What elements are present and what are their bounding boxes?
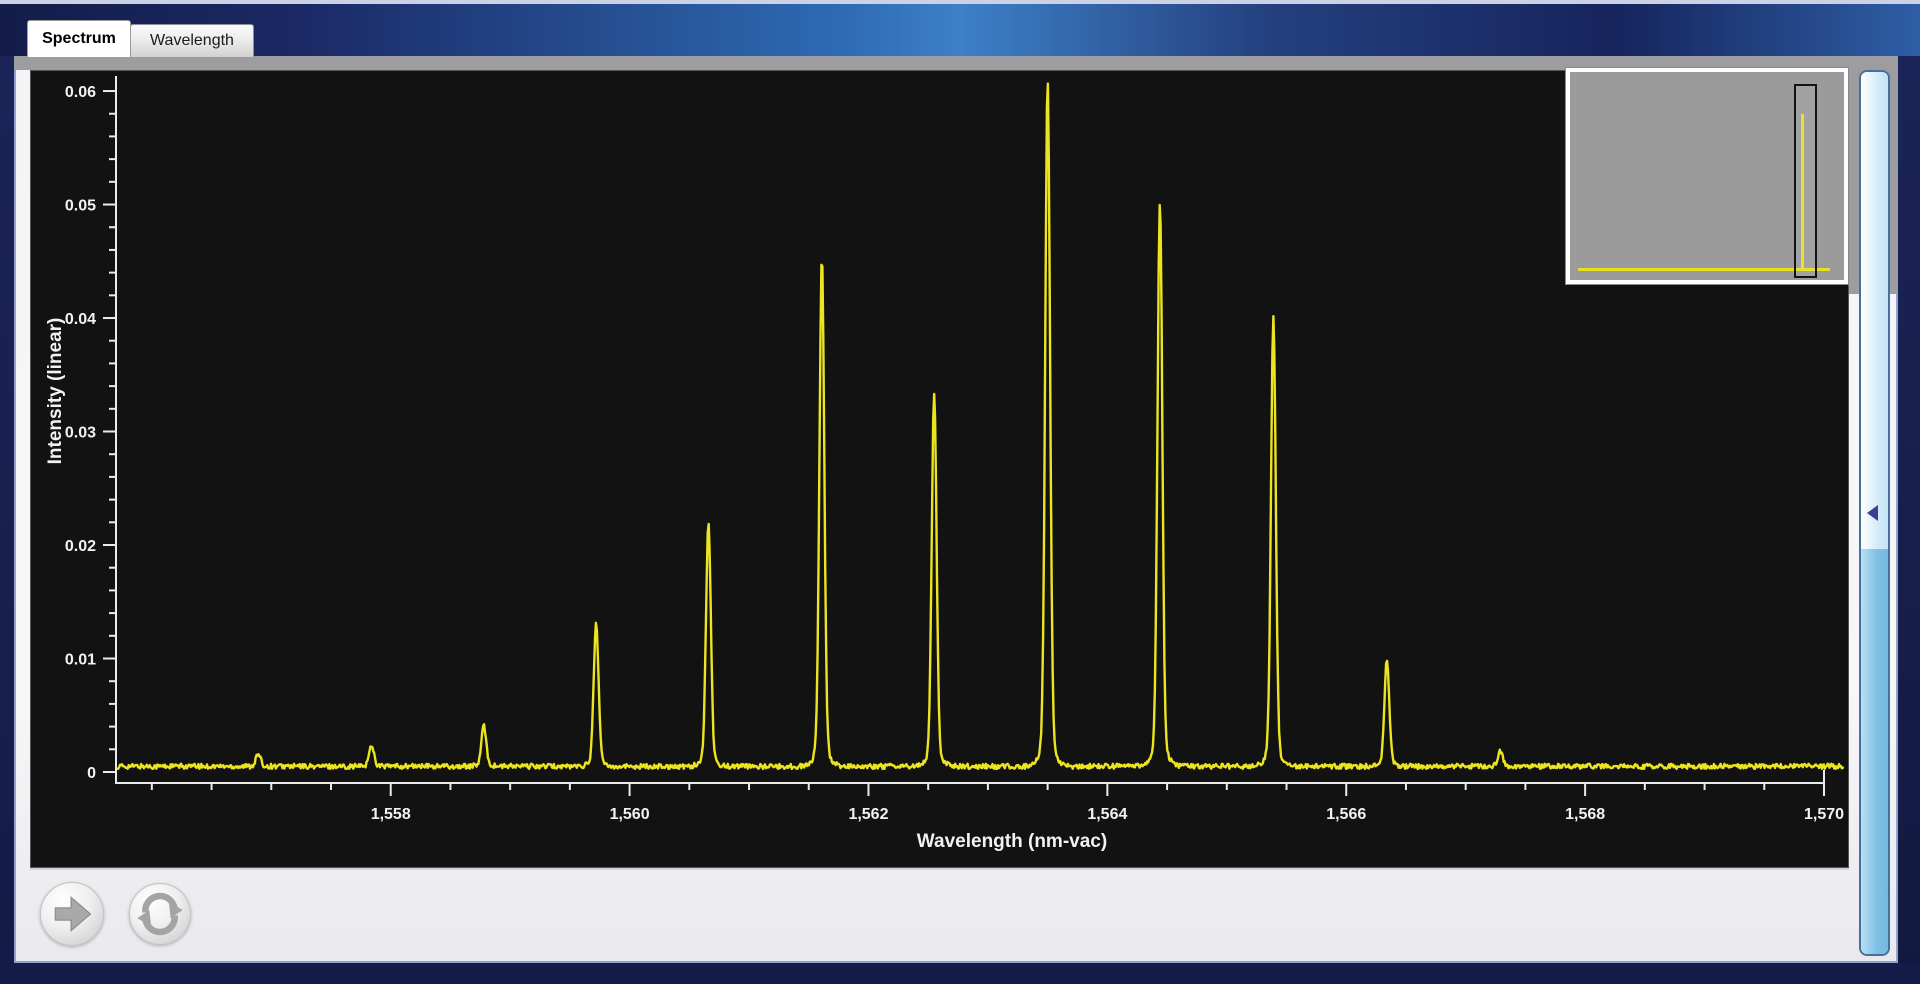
svg-text:0: 0 xyxy=(87,765,96,782)
svg-text:0.06: 0.06 xyxy=(65,84,96,101)
svg-text:1,564: 1,564 xyxy=(1087,806,1127,823)
svg-text:0.02: 0.02 xyxy=(65,538,96,555)
tab-wavelength-label: Wavelength xyxy=(150,32,234,49)
svg-text:0.01: 0.01 xyxy=(65,652,96,669)
minimap-zoom-selection[interactable] xyxy=(1794,84,1817,278)
refresh-icon xyxy=(137,892,183,936)
svg-text:1,568: 1,568 xyxy=(1565,806,1605,823)
x-major-ticks: 1,558 1,560 1,562 1,564 1,566 1,568 1,570 xyxy=(371,783,1844,823)
scrollbar-fill-bottom[interactable] xyxy=(1861,549,1888,954)
window-border-right xyxy=(1898,56,1920,984)
spectrum-plot-area[interactable]: 1,558 1,560 1,562 1,564 1,566 1,568 1,570 0 0.01… xyxy=(30,70,1849,868)
axis-frame xyxy=(115,76,1825,784)
advance-button[interactable] xyxy=(40,882,104,946)
overview-minimap[interactable] xyxy=(1566,68,1848,284)
right-arrow-icon xyxy=(54,895,92,933)
svg-text:1,562: 1,562 xyxy=(848,806,888,823)
spectrum-chart[interactable]: 1,558 1,560 1,562 1,564 1,566 1,568 1,570 0 0.01… xyxy=(31,71,1848,867)
window-border-bottom xyxy=(0,963,1920,984)
svg-text:0.03: 0.03 xyxy=(65,425,96,442)
collapse-arrow-icon[interactable] xyxy=(1867,505,1878,521)
refresh-button[interactable] xyxy=(129,883,191,945)
tab-spectrum-label: Spectrum xyxy=(42,30,116,47)
svg-text:1,560: 1,560 xyxy=(610,806,650,823)
window-title-band xyxy=(0,4,1920,56)
x-minor-ticks xyxy=(150,783,1766,790)
svg-text:0.04: 0.04 xyxy=(65,311,96,328)
window-border-left xyxy=(0,56,14,984)
x-axis-title: Wavelength (nm-vac) xyxy=(917,831,1107,852)
svg-text:0.05: 0.05 xyxy=(65,198,96,215)
minimap-spectrum-spike xyxy=(1801,114,1804,271)
series-optical-spectrum-trace xyxy=(116,82,1845,771)
tab-spectrum[interactable]: Spectrum xyxy=(27,20,131,57)
svg-text:Intensity (linear): Intensity (linear) xyxy=(45,318,66,465)
y-minor-ticks xyxy=(109,112,116,751)
plot-header-strip xyxy=(14,56,1898,70)
window-top-highlight xyxy=(0,0,1920,4)
svg-text:1,566: 1,566 xyxy=(1326,806,1366,823)
scrollbar-track-top[interactable] xyxy=(1861,72,1888,549)
svg-text:1,558: 1,558 xyxy=(371,806,411,823)
tab-wavelength[interactable]: Wavelength xyxy=(130,24,254,57)
minimap-baseline-trace xyxy=(1578,268,1830,271)
right-scrollbar[interactable] xyxy=(1859,70,1890,956)
svg-text:1,570: 1,570 xyxy=(1804,806,1844,823)
y-axis-title: Intensity (linear) xyxy=(45,318,66,465)
svg-text:Wavelength (nm-vac): Wavelength (nm-vac) xyxy=(917,831,1107,852)
y-major-ticks: 0 0.01 0.02 0.03 0.04 0.05 0.06 xyxy=(65,84,116,782)
